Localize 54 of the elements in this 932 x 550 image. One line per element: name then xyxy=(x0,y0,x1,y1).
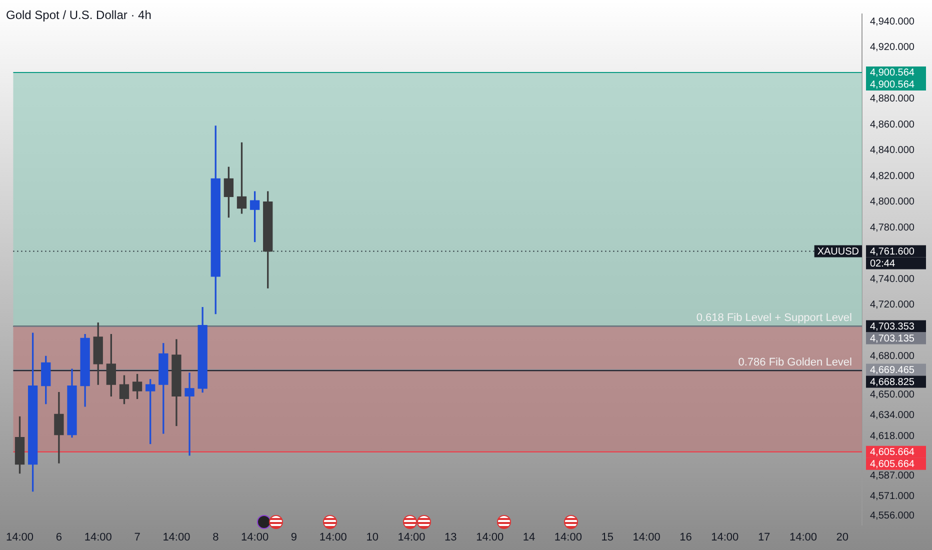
annotation: XAUUSD xyxy=(817,246,859,258)
ref-line-label: 4,669.465 xyxy=(870,365,915,376)
candlestick xyxy=(184,372,194,456)
x-tick-label: 14 xyxy=(522,531,536,544)
y-tick-label: 4,618.000 xyxy=(870,430,915,442)
text: 4,900.564 xyxy=(870,80,915,91)
y-tick-label: 4,940.000 xyxy=(870,16,915,28)
y-tick-label: 4,880.000 xyxy=(870,94,915,105)
x-tick-label: 15 xyxy=(601,531,614,544)
ref-line-label: 4,703.135 xyxy=(870,333,915,344)
ref-line-label: 4,703.353 xyxy=(870,321,915,332)
ref-line-label: 4,668.825 xyxy=(870,377,915,388)
y-tick-label: 4,680.000 xyxy=(870,351,915,362)
y-tick-label: 4,860.000 xyxy=(870,119,915,130)
x-tick-label: 13 xyxy=(444,531,457,544)
annotation: 0.786 Fib Golden Level xyxy=(738,356,852,369)
y-tick-label: 4,780.000 xyxy=(870,222,915,234)
x-tick-label: 14:00 xyxy=(554,531,582,544)
text: 02:44 xyxy=(870,258,896,270)
x-tick-label: 14:00 xyxy=(241,531,269,544)
y-tick-label: 4,800.000 xyxy=(870,196,915,208)
y-tick-label: 4,556.000 xyxy=(870,510,915,522)
x-tick-label: 20 xyxy=(836,531,849,544)
y-tick-label: 4,587.000 xyxy=(870,470,915,482)
y-tick-label: 4,840.000 xyxy=(870,145,915,156)
y-tick-label: 4,720.000 xyxy=(870,300,915,311)
ref-line-label: 4,761.600 xyxy=(870,246,915,258)
x-tick-label: 16 xyxy=(680,531,692,544)
x-tick-label: 7 xyxy=(134,531,140,544)
x-tick-label: 14:00 xyxy=(84,531,112,544)
y-tick-label: 4,650.000 xyxy=(870,390,915,401)
x-tick-label: 14:00 xyxy=(319,531,347,544)
x-tick-label: 10 xyxy=(366,531,378,544)
x-tick-label: 14:00 xyxy=(398,531,426,544)
y-tick-label: 4,740.000 xyxy=(870,274,915,285)
ref-line-label: 4,900.564 xyxy=(870,68,915,79)
x-tick-label: 14:00 xyxy=(632,531,660,544)
text: 4,605.664 xyxy=(870,459,915,470)
x-tick-label: 14:00 xyxy=(711,531,739,544)
ref-line-label: 4,605.664 xyxy=(870,447,915,458)
chart-title: Gold Spot / U.S. Dollar · 4h xyxy=(6,8,152,22)
y-tick-label: 4,571.000 xyxy=(870,491,915,502)
x-tick-label: 14:00 xyxy=(6,531,34,544)
y-tick-label: 4,634.000 xyxy=(870,410,915,422)
x-tick-label: 14:00 xyxy=(789,531,818,544)
x-tick-label: 14:00 xyxy=(162,531,190,544)
y-tick-label: 4,920.000 xyxy=(870,42,915,54)
x-tick-label: 6 xyxy=(56,531,62,544)
x-tick-label: 9 xyxy=(290,531,298,544)
annotation: 0.618 Fib Level + Support Level xyxy=(696,312,852,324)
y-tick-label: 4,820.000 xyxy=(870,170,915,182)
x-tick-label: 8 xyxy=(212,531,219,544)
x-tick-label: 17 xyxy=(758,531,770,544)
x-tick-label: 14:00 xyxy=(476,531,504,544)
